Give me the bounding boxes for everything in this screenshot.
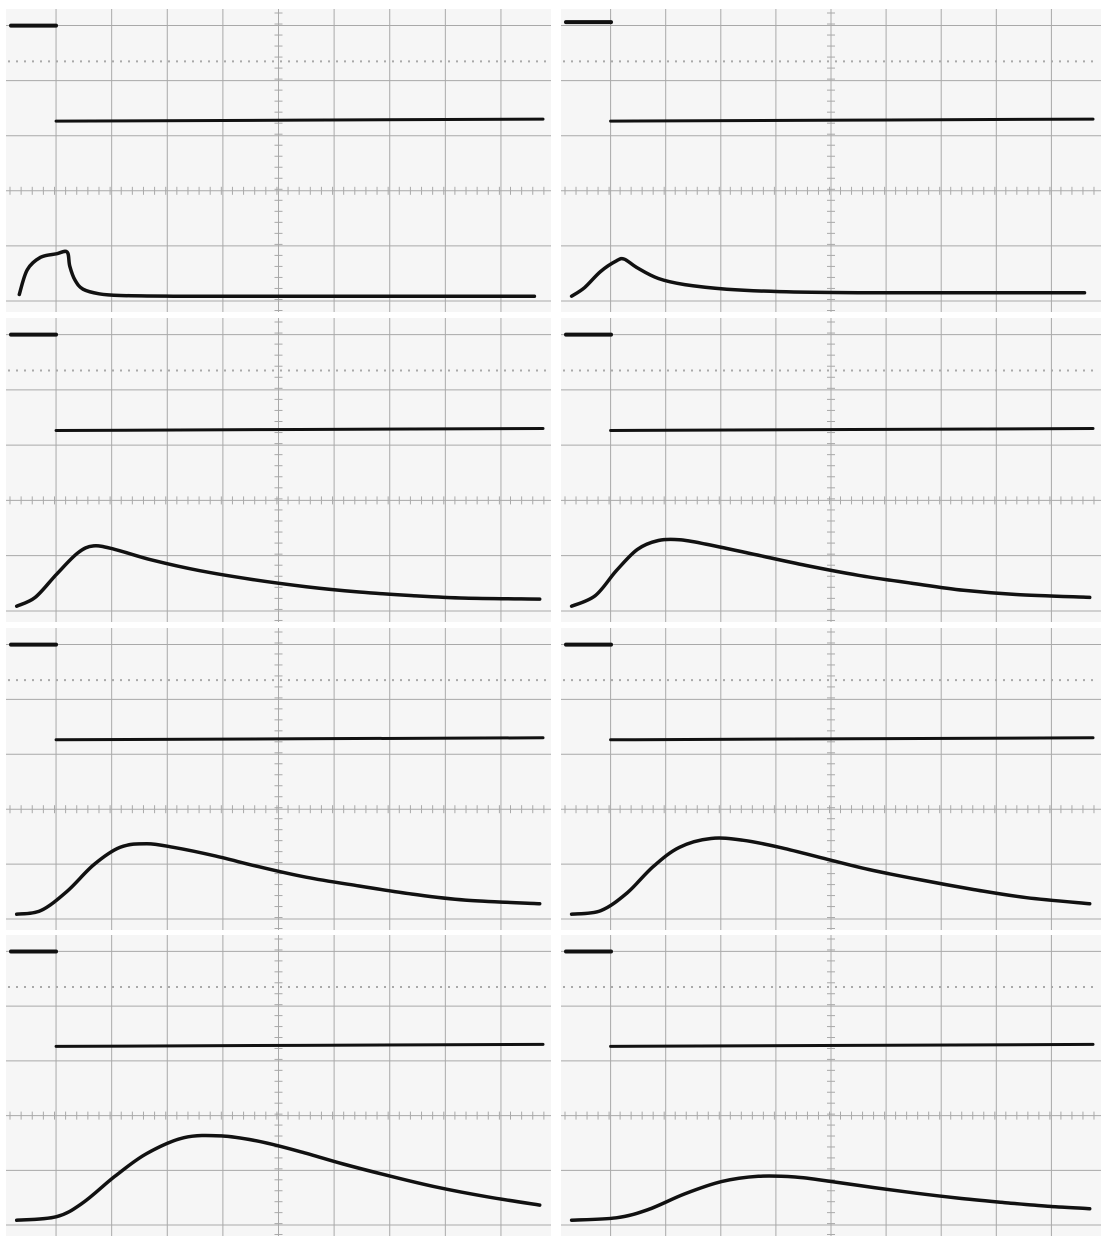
scope-panel-8	[561, 935, 1101, 1236]
graticule	[6, 935, 551, 1236]
reference-trace	[609, 1042, 1095, 1048]
center-ticks	[9, 631, 545, 930]
scope-panel-6	[561, 628, 1101, 930]
center-ticks	[9, 12, 545, 311]
signal-trace	[14, 841, 542, 916]
signal-trace	[14, 544, 542, 608]
center-ticks	[9, 938, 545, 1236]
reference-trace	[609, 736, 1095, 742]
scope-panel-2	[561, 9, 1101, 312]
signal-trace	[569, 1174, 1092, 1222]
signal-trace	[569, 537, 1092, 608]
center-ticks	[564, 12, 1095, 311]
signal-trace	[14, 1133, 542, 1222]
reference-trace	[54, 117, 545, 123]
reference-trace	[54, 1042, 545, 1048]
reference-trace	[609, 117, 1095, 123]
graticule	[561, 935, 1101, 1236]
graticule	[6, 9, 551, 312]
reference-trace	[609, 427, 1095, 432]
graticule	[561, 9, 1101, 312]
reference-trace	[54, 736, 545, 742]
scope-panel-4	[561, 318, 1101, 622]
graticule	[561, 318, 1101, 622]
graticule	[6, 318, 551, 622]
signal-trace	[569, 836, 1092, 916]
signal-trace	[17, 249, 537, 298]
center-ticks	[564, 631, 1095, 930]
graticule	[561, 628, 1101, 930]
center-ticks	[564, 938, 1095, 1236]
reference-trace	[54, 427, 545, 432]
signal-trace	[569, 256, 1087, 298]
scope-panel-5	[6, 628, 551, 930]
center-ticks	[9, 321, 545, 621]
center-ticks	[564, 321, 1095, 621]
scope-panel-3	[6, 318, 551, 622]
scope-panel-7	[6, 935, 551, 1236]
scope-panel-1	[6, 9, 551, 312]
